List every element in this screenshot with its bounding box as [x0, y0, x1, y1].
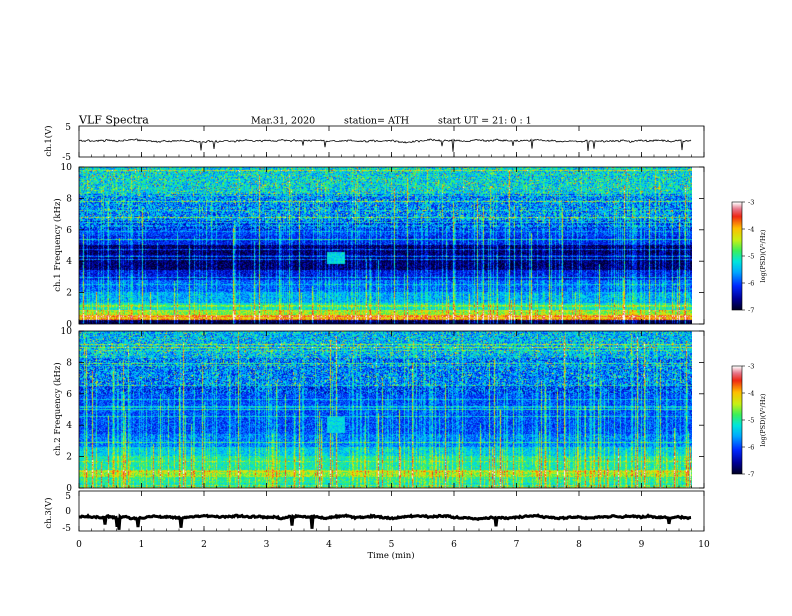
colorbar-tick-label: -5 — [748, 253, 754, 261]
colorbar-tick-label: -7 — [748, 471, 754, 479]
ch2-spec-ylabel: ch.2 Frequency (kHz) — [52, 362, 63, 455]
ch1-spectrogram-image — [79, 167, 692, 324]
spec-ytick-label: 8 — [66, 358, 72, 368]
time-tick-label: 4 — [326, 540, 332, 550]
time-axis-label: Time (min) — [367, 550, 414, 561]
ch3-ytick-mid: 0 — [65, 507, 71, 517]
time-tick-label: 10 — [698, 540, 710, 550]
time-tick-label: 0 — [76, 540, 82, 550]
ch1-ytick-bottom: -5 — [62, 153, 71, 163]
colorbar-tick-label: -3 — [748, 363, 754, 371]
colorbar-tick-label: -3 — [748, 199, 754, 207]
spec-ytick-label: 10 — [61, 163, 73, 173]
spec-ytick-label: 0 — [66, 320, 72, 330]
colorbar-tick-label: -5 — [748, 417, 754, 425]
ch3-waveform-frame — [78, 490, 705, 532]
ch3-waveform-panel: 5 0 -5 ch.3(V) — [43, 490, 705, 534]
ch2-spectrogram-panel: 0 2 4 6 8 10 ch.2 Frequency (kHz) — [52, 327, 705, 494]
time-tick-label: 5 — [389, 540, 395, 550]
spec-ytick-label: 2 — [66, 289, 72, 299]
time-tick-label: 8 — [576, 540, 582, 550]
ch2-spectrogram-image — [79, 331, 692, 488]
time-tick-label: 3 — [264, 540, 270, 550]
spec-ytick-label: 4 — [66, 257, 72, 267]
time-tick-label: 9 — [639, 540, 645, 550]
colorbar-tick-label: -4 — [748, 226, 754, 234]
ch1-waveform-panel: 5 -5 ch.1(V) — [43, 123, 705, 163]
ch1-colorbar: -3 -4 -5 -6 -7 log(PSD)(V²/Hz) — [731, 199, 767, 315]
ch1-spec-ylabel: ch.1 Frequency (kHz) — [52, 198, 63, 291]
colorbar-tick-label: -7 — [748, 307, 754, 315]
spec-ytick-label: 2 — [66, 453, 72, 463]
spec-ytick-label: 0 — [66, 484, 72, 494]
ch3-ytick-bottom: -5 — [62, 524, 71, 534]
ch3-wave-ylabel: ch.3(V) — [43, 497, 54, 528]
spec-ytick-label: 4 — [66, 421, 72, 431]
figure-title: VLF Spectra — [78, 114, 149, 127]
spec-ytick-label: 10 — [61, 327, 73, 337]
time-tick-label: 2 — [201, 540, 207, 550]
ch2-colorbar: -3 -4 -5 -6 -7 log(PSD)(V²/Hz) — [731, 363, 767, 479]
ch3-ytick-top: 5 — [65, 492, 71, 502]
date-label: Mar.31, 2020 — [251, 116, 315, 127]
colorbar-tick-label: -6 — [748, 280, 754, 288]
ch2-colorbar-label: log(PSD)(V²/Hz) — [759, 393, 767, 446]
time-tick-label: 6 — [451, 540, 457, 550]
spec-ytick-label: 8 — [66, 194, 72, 204]
ch1-waveform-frame — [78, 125, 705, 158]
ch1-waveform-trace — [79, 138, 692, 152]
ch1-ytick-top: 5 — [65, 123, 71, 133]
station-label: station= ATH — [344, 116, 409, 127]
ch3-waveform-trace — [78, 513, 692, 530]
start-time-label: start UT = 21: 0 : 1 — [438, 116, 532, 127]
time-tick-label: 1 — [139, 540, 145, 550]
ch1-wave-ylabel: ch.1(V) — [43, 125, 54, 156]
ch1-spectrogram-panel: 0 2 4 6 8 10 ch.1 Frequency (kHz) — [52, 163, 705, 330]
colorbar-tick-label: -6 — [748, 444, 754, 452]
spec-ytick-label: 6 — [66, 226, 72, 236]
time-axis: 0 1 2 3 4 5 6 7 8 9 10 — [76, 126, 710, 550]
spec-ytick-label: 6 — [66, 390, 72, 400]
colorbar-tick-label: -4 — [748, 390, 754, 398]
time-tick-label: 7 — [514, 540, 520, 550]
ch1-colorbar-label: log(PSD)(V²/Hz) — [759, 229, 767, 282]
